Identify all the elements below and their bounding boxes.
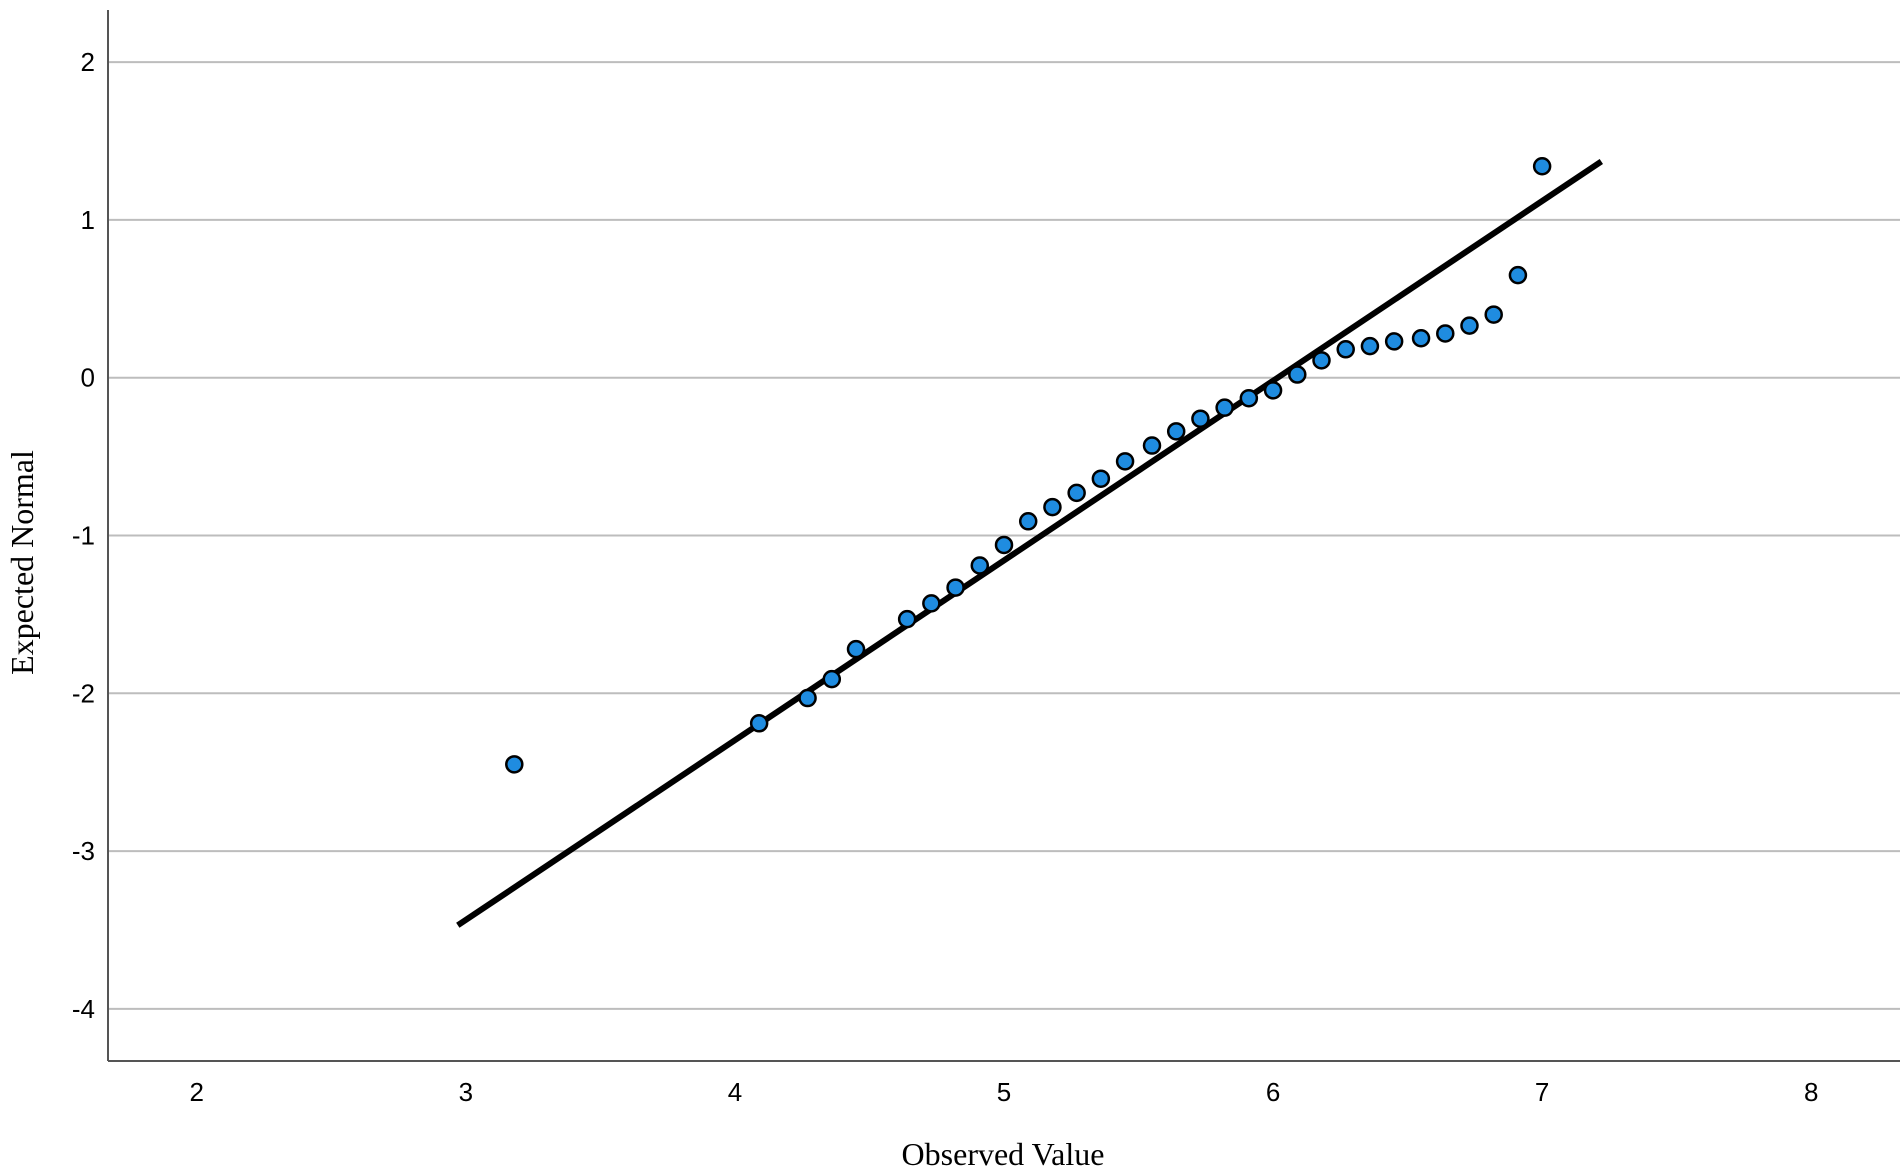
data-point: [798, 688, 817, 708]
data-point: [1508, 265, 1528, 285]
x-tick-labels: 2 3 4 5 6 7 8: [190, 1077, 1819, 1107]
data-point: [1067, 483, 1086, 503]
data-point: [1043, 497, 1062, 517]
data-points: [505, 156, 1552, 774]
data-point: [1312, 351, 1331, 370]
data-point: [1484, 305, 1503, 324]
data-point: [897, 609, 917, 629]
data-point: [1115, 452, 1135, 471]
y-axis-title: Expected Normal: [4, 450, 40, 675]
data-point: [1411, 328, 1431, 348]
data-point: [970, 556, 990, 575]
x-tick-label: 5: [997, 1077, 1011, 1107]
data-point: [1018, 512, 1038, 531]
x-tick-label: 6: [1266, 1077, 1280, 1107]
data-point: [1288, 365, 1307, 384]
data-point: [1142, 436, 1162, 455]
x-tick-label: 2: [190, 1077, 204, 1107]
y-tick-label: -4: [72, 994, 95, 1024]
y-tick-label: 0: [81, 363, 95, 393]
y-tick-label: 2: [81, 47, 95, 77]
x-tick-label: 7: [1535, 1077, 1549, 1107]
data-point: [1239, 388, 1259, 408]
data-point: [1263, 381, 1283, 400]
y-tick-label: -1: [72, 521, 95, 551]
data-point: [749, 714, 769, 733]
y-tick-label: 1: [81, 205, 95, 235]
data-point: [1091, 469, 1111, 488]
data-point: [1191, 409, 1210, 428]
data-point: [922, 594, 941, 613]
x-axis-title: Observed Value: [902, 1136, 1105, 1172]
y-tick-label: -2: [72, 678, 95, 708]
y-tick-labels: 2 1 0 -1 -2 -3 -4: [72, 47, 95, 1024]
data-point: [1360, 336, 1380, 356]
data-point: [1436, 324, 1455, 343]
gridlines: [108, 61, 1900, 1010]
x-tick-label: 3: [459, 1077, 473, 1107]
data-point: [1166, 422, 1186, 441]
x-tick-label: 4: [728, 1077, 742, 1107]
data-point: [822, 669, 842, 689]
data-point: [1460, 316, 1479, 335]
data-point: [505, 755, 524, 774]
reference-line: [456, 159, 1603, 928]
data-point: [1336, 340, 1355, 359]
data-point: [946, 578, 965, 597]
y-tick-label: -3: [72, 836, 95, 866]
data-point: [1384, 332, 1404, 351]
x-tick-label: 8: [1804, 1077, 1818, 1107]
data-point: [1215, 398, 1234, 417]
data-point: [994, 535, 1014, 555]
data-point: [1532, 156, 1552, 176]
data-point: [846, 639, 866, 659]
